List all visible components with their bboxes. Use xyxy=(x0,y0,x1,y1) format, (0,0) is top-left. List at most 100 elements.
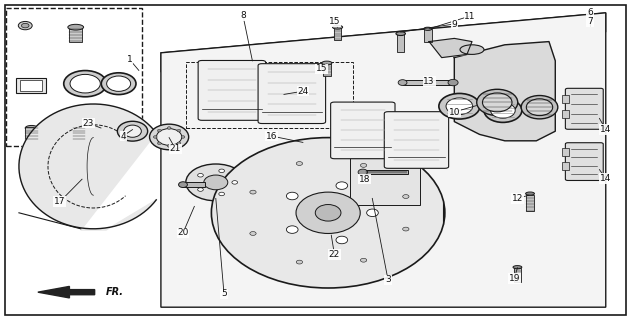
Text: 7: 7 xyxy=(587,17,593,26)
Ellipse shape xyxy=(250,232,256,236)
Ellipse shape xyxy=(150,124,189,150)
Ellipse shape xyxy=(18,21,32,30)
Bar xyxy=(350,158,420,205)
Text: 5: 5 xyxy=(221,289,227,298)
Ellipse shape xyxy=(286,226,298,233)
Text: 18: 18 xyxy=(359,175,370,184)
Ellipse shape xyxy=(403,195,409,198)
Ellipse shape xyxy=(336,182,348,189)
Ellipse shape xyxy=(181,136,185,138)
Text: 15: 15 xyxy=(329,17,340,26)
Ellipse shape xyxy=(396,32,406,36)
Polygon shape xyxy=(429,38,472,58)
Bar xyxy=(526,195,534,211)
Text: 3: 3 xyxy=(385,276,391,284)
Ellipse shape xyxy=(296,192,360,234)
Bar xyxy=(25,127,38,139)
Ellipse shape xyxy=(424,27,432,30)
Ellipse shape xyxy=(484,99,522,123)
Ellipse shape xyxy=(153,136,157,138)
Bar xyxy=(562,148,569,156)
Text: 16: 16 xyxy=(266,132,277,140)
Ellipse shape xyxy=(167,127,171,129)
Ellipse shape xyxy=(491,103,515,118)
Ellipse shape xyxy=(316,204,341,221)
Ellipse shape xyxy=(513,266,522,269)
Ellipse shape xyxy=(101,73,136,95)
Ellipse shape xyxy=(211,138,445,288)
Ellipse shape xyxy=(448,79,458,86)
Bar xyxy=(16,78,46,93)
Ellipse shape xyxy=(398,80,407,85)
Ellipse shape xyxy=(73,125,85,131)
Bar xyxy=(334,27,341,40)
Bar xyxy=(397,34,404,52)
Ellipse shape xyxy=(157,129,161,132)
Bar xyxy=(363,170,408,174)
Text: 14: 14 xyxy=(600,174,611,183)
Bar xyxy=(514,268,521,282)
Ellipse shape xyxy=(367,209,379,217)
Ellipse shape xyxy=(477,89,517,116)
Ellipse shape xyxy=(232,181,237,184)
Ellipse shape xyxy=(521,95,558,119)
Ellipse shape xyxy=(250,190,256,194)
FancyBboxPatch shape xyxy=(384,112,449,168)
Ellipse shape xyxy=(64,71,107,97)
Ellipse shape xyxy=(198,188,203,191)
Ellipse shape xyxy=(179,182,187,188)
Bar xyxy=(73,127,85,139)
Text: 8: 8 xyxy=(240,11,246,20)
Text: 12: 12 xyxy=(512,194,523,203)
Ellipse shape xyxy=(167,145,171,147)
Ellipse shape xyxy=(296,162,302,165)
Text: 11: 11 xyxy=(464,12,476,20)
FancyBboxPatch shape xyxy=(565,143,603,180)
Polygon shape xyxy=(161,13,606,307)
Bar xyxy=(323,63,331,76)
Ellipse shape xyxy=(177,142,181,145)
Text: 22: 22 xyxy=(329,250,340,259)
Text: 15: 15 xyxy=(316,64,327,73)
Bar xyxy=(6,8,142,146)
Ellipse shape xyxy=(526,99,553,116)
Ellipse shape xyxy=(360,258,367,262)
Text: 17: 17 xyxy=(54,197,66,206)
Bar xyxy=(424,29,432,42)
Ellipse shape xyxy=(322,61,332,65)
FancyBboxPatch shape xyxy=(258,64,326,124)
Bar xyxy=(186,62,353,128)
Ellipse shape xyxy=(107,76,131,92)
Ellipse shape xyxy=(219,192,225,196)
Ellipse shape xyxy=(296,260,302,264)
Text: 20: 20 xyxy=(177,228,189,237)
Bar xyxy=(562,110,569,118)
Ellipse shape xyxy=(156,129,182,145)
Bar xyxy=(69,27,82,42)
Ellipse shape xyxy=(204,175,228,190)
Text: 6: 6 xyxy=(587,8,593,17)
Text: 4: 4 xyxy=(121,132,126,140)
Ellipse shape xyxy=(333,25,343,29)
Text: 24: 24 xyxy=(297,87,309,96)
Ellipse shape xyxy=(358,169,367,175)
Ellipse shape xyxy=(219,169,225,172)
Text: 19: 19 xyxy=(509,274,520,283)
Text: 14: 14 xyxy=(600,125,611,134)
Ellipse shape xyxy=(198,173,203,177)
FancyBboxPatch shape xyxy=(198,60,266,120)
Ellipse shape xyxy=(25,125,38,131)
Ellipse shape xyxy=(526,192,534,195)
FancyBboxPatch shape xyxy=(331,102,395,159)
Ellipse shape xyxy=(483,93,512,112)
Ellipse shape xyxy=(68,24,83,30)
Ellipse shape xyxy=(439,93,480,119)
Ellipse shape xyxy=(124,125,141,137)
Bar xyxy=(20,80,42,91)
Polygon shape xyxy=(19,104,156,230)
Text: FR.: FR. xyxy=(105,287,124,297)
Text: 10: 10 xyxy=(449,108,460,116)
Bar xyxy=(183,182,205,187)
FancyBboxPatch shape xyxy=(565,88,603,129)
Ellipse shape xyxy=(446,98,473,115)
